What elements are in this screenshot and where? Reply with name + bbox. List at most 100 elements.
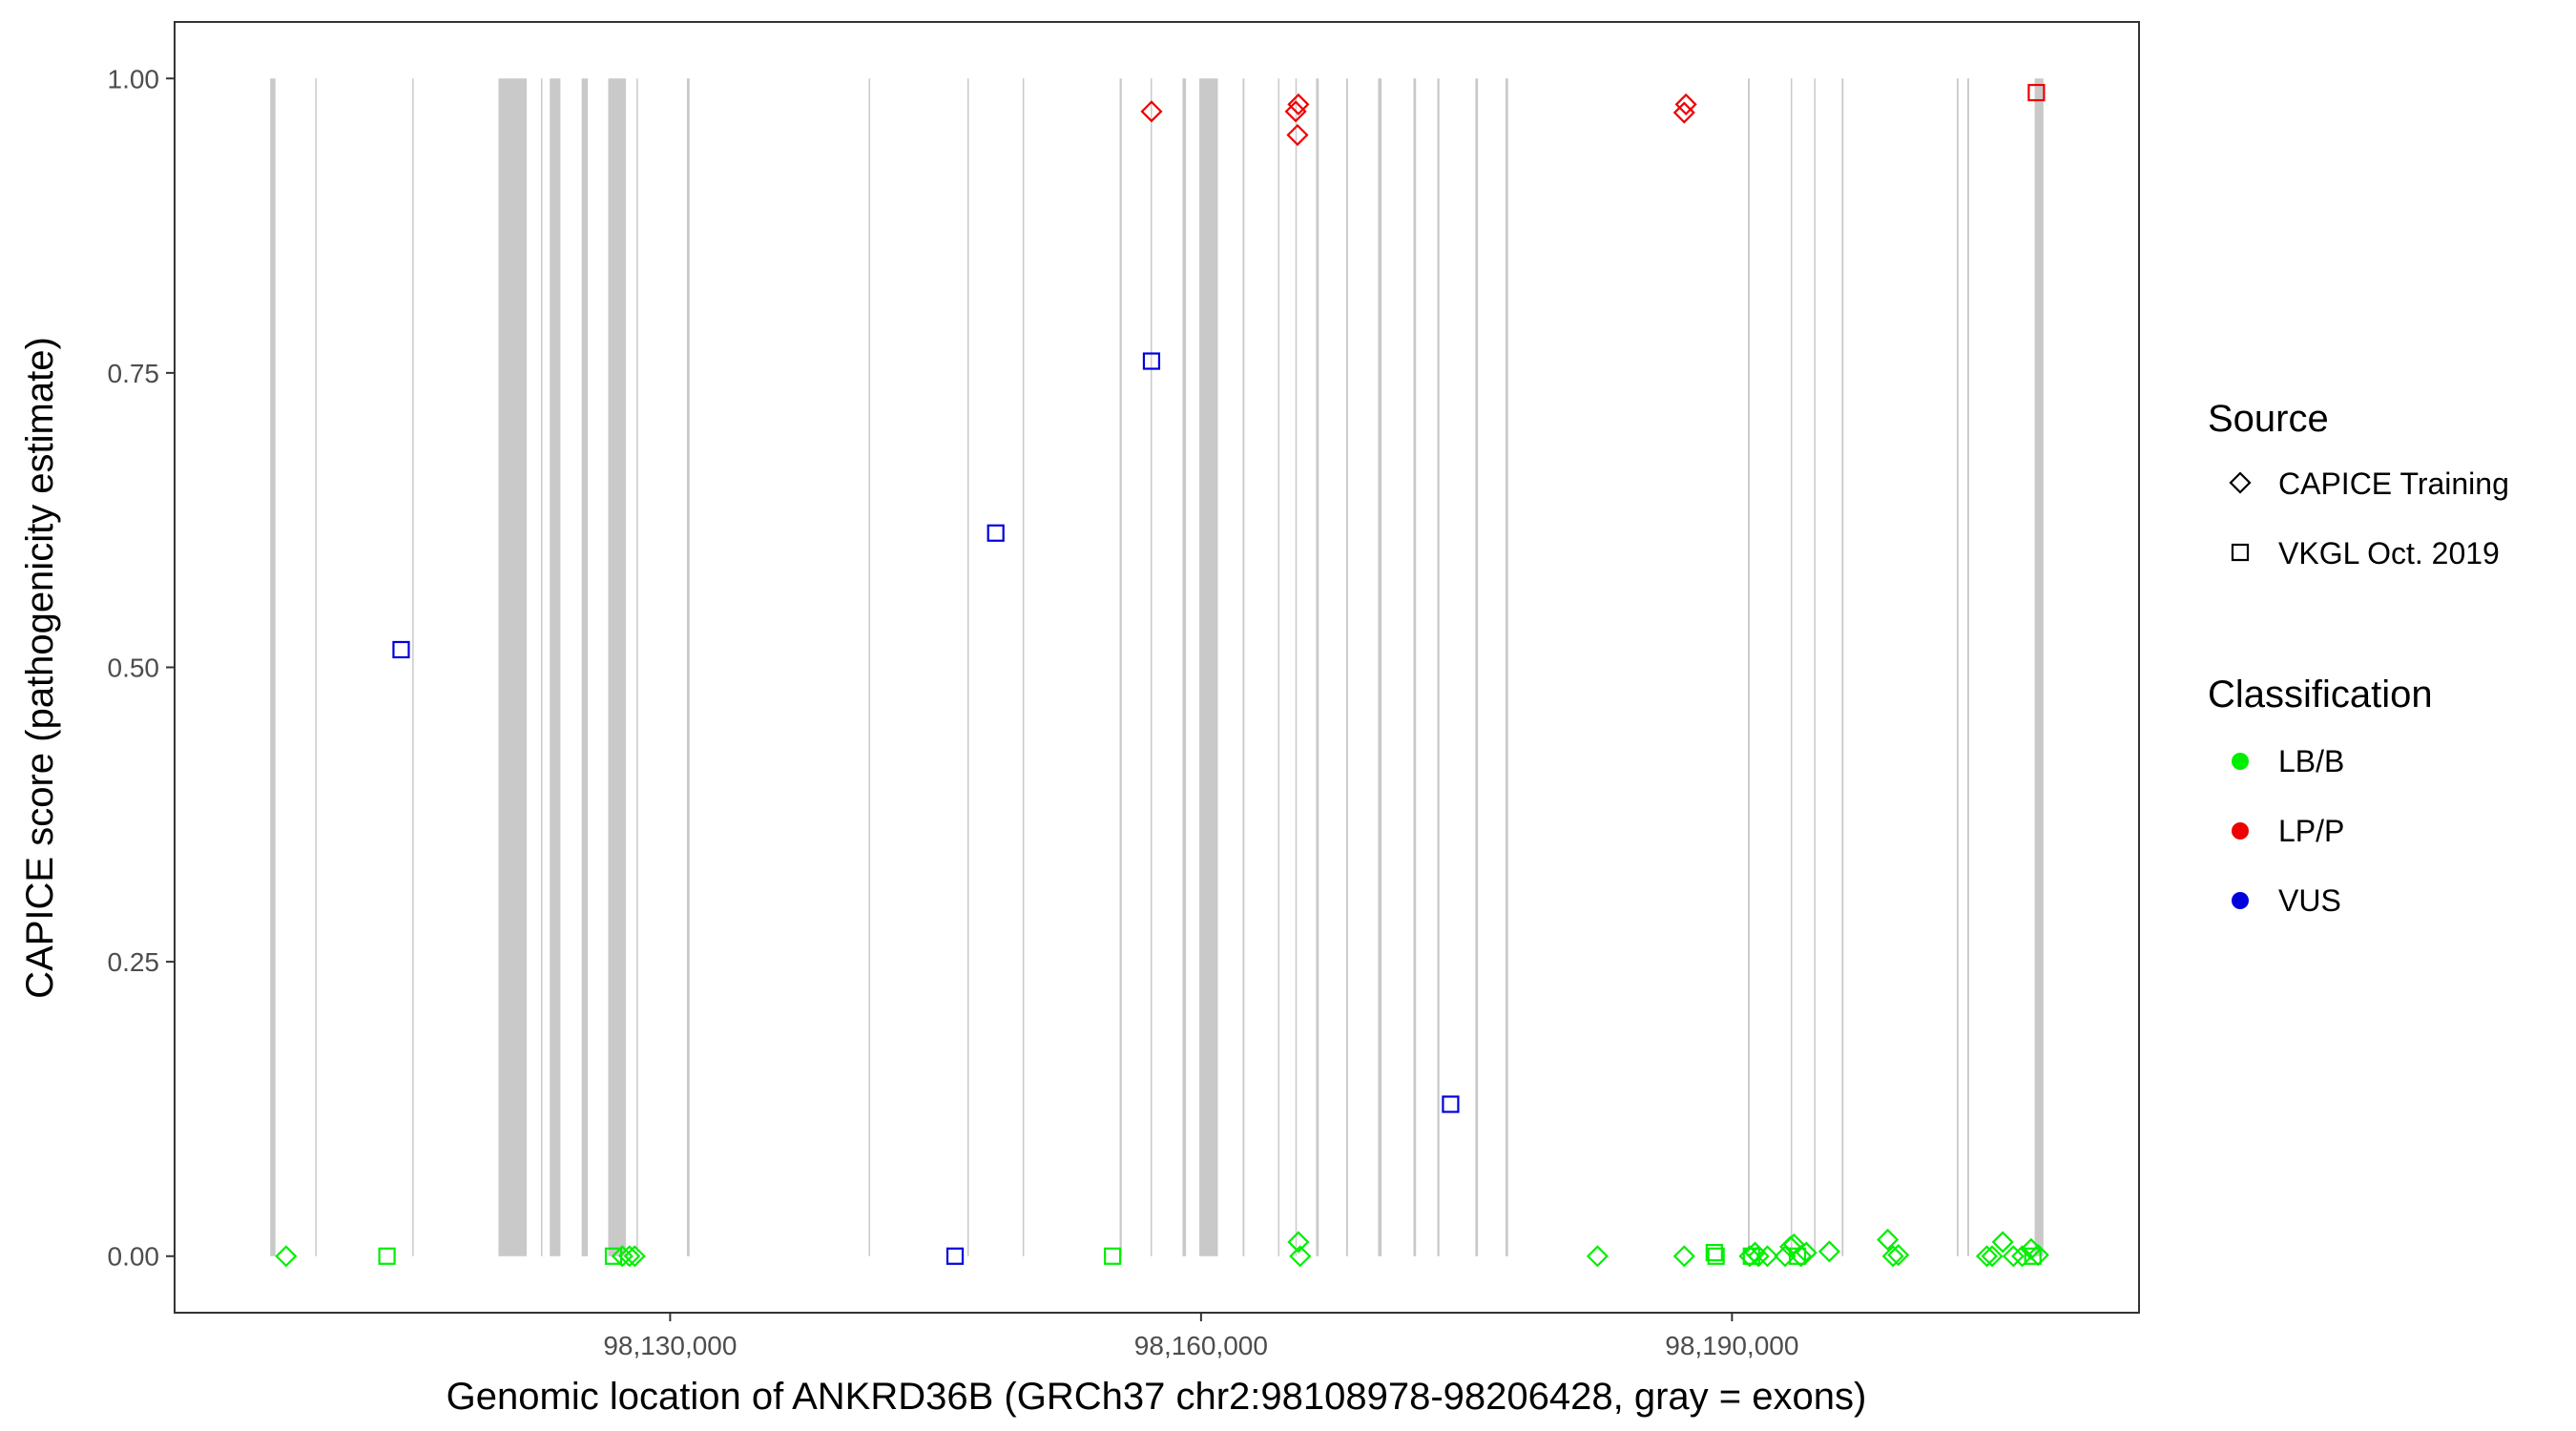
data-point-diamond — [1287, 93, 1310, 115]
exon-band — [412, 78, 414, 1256]
data-point-diamond — [1877, 1228, 1900, 1252]
data-point-diamond — [1672, 101, 1695, 124]
data-point-diamond — [1782, 1233, 1805, 1255]
exon-band — [2034, 78, 2044, 1256]
data-point-square — [1442, 1095, 1460, 1113]
data-point-square — [987, 524, 1005, 542]
exon-band — [1316, 78, 1319, 1256]
data-point-diamond — [1991, 1231, 2014, 1254]
legend-source-title: Source — [2208, 398, 2329, 440]
exon-band — [636, 78, 638, 1256]
panel-border — [174, 21, 2140, 1314]
y-tick-label: 0.50 — [108, 653, 160, 683]
data-point-diamond — [623, 1245, 646, 1268]
x-tick-label: 98,160,000 — [1134, 1331, 1268, 1360]
data-point-diamond — [2011, 1245, 2034, 1268]
lpp-dot-icon — [2232, 822, 2249, 840]
data-point-square — [2027, 83, 2046, 102]
exon-band — [1437, 78, 1440, 1256]
legend-entry-lbb: LB/B — [2232, 744, 2344, 778]
exon-band — [1378, 78, 1382, 1256]
y-axis-title: CAPICE score (pathogenicity estimate) — [19, 337, 61, 999]
legend-label-capice-training: CAPICE Training — [2278, 467, 2509, 501]
exon-band — [1814, 78, 1816, 1256]
data-point-square — [1705, 1243, 1723, 1262]
y-tick-label: 0.25 — [108, 947, 160, 977]
data-point-diamond — [1284, 100, 1307, 123]
data-point-diamond — [1586, 1245, 1609, 1268]
x-axis-title: Genomic location of ANKRD36B (GRCh37 chr… — [447, 1376, 1867, 1418]
exon-band — [581, 78, 589, 1256]
data-point-diamond — [1881, 1245, 1904, 1268]
exon-band — [1119, 78, 1122, 1256]
data-point-diamond — [1975, 1245, 1999, 1268]
legend-label-lbb: LB/B — [2278, 744, 2344, 778]
exon-bands — [270, 78, 2044, 1256]
legend: Source CAPICE Training VKGL Oct. 2019 Cl… — [2208, 398, 2509, 918]
exon-band — [1748, 78, 1750, 1256]
x-tick-label: 98,130,000 — [603, 1331, 737, 1360]
exon-band — [1242, 78, 1245, 1256]
data-point-diamond — [1887, 1243, 1910, 1267]
data-point-diamond — [1755, 1245, 1779, 1268]
exon-band — [608, 78, 627, 1256]
exon-band — [1022, 78, 1025, 1256]
data-point-diamond — [1286, 123, 1309, 147]
exon-band — [687, 78, 690, 1256]
exon-band — [1151, 78, 1153, 1256]
data-point-diamond — [1790, 1245, 1813, 1268]
data-point-diamond — [1287, 1231, 1310, 1254]
exon-band — [1182, 78, 1187, 1256]
legend-entry-vus: VUS — [2232, 883, 2341, 918]
data-point-diamond — [275, 1245, 298, 1268]
exon-band — [1475, 78, 1479, 1256]
x-axis: 98,130,000 98,160,000 98,190,000 — [603, 1313, 1798, 1360]
y-tick-label: 0.75 — [108, 359, 160, 388]
data-point-diamond — [1674, 93, 1697, 115]
data-point-square — [1142, 352, 1161, 370]
data-point-diamond — [1818, 1240, 1840, 1263]
data-point-diamond — [2002, 1245, 2025, 1268]
exon-band — [1345, 78, 1348, 1256]
data-point-diamond — [1672, 1245, 1695, 1268]
data-point-diamond — [1774, 1245, 1797, 1268]
exon-band — [1505, 78, 1508, 1256]
exon-band — [1413, 78, 1417, 1256]
data-point-square — [392, 640, 410, 659]
exon-band — [1295, 78, 1298, 1256]
exon-band — [1199, 78, 1218, 1256]
legend-label-lpp: LP/P — [2278, 814, 2344, 848]
legend-class-title: Classification — [2208, 674, 2433, 716]
data-point-diamond — [1981, 1245, 2004, 1268]
legend-entry-capice-training: CAPICE Training — [2229, 467, 2509, 501]
y-tick-label: 0.00 — [108, 1242, 160, 1272]
vus-dot-icon — [2232, 892, 2249, 909]
legend-entry-vkgl: VKGL Oct. 2019 — [2231, 536, 2500, 570]
data-point-square — [1707, 1247, 1725, 1265]
data-point-square — [378, 1247, 396, 1265]
exon-band — [1956, 78, 1959, 1256]
data-point-diamond — [1140, 100, 1163, 123]
data-points — [275, 83, 2049, 1268]
legend-label-vkgl: VKGL Oct. 2019 — [2278, 536, 2500, 570]
exon-band — [868, 78, 871, 1256]
data-point-diamond — [1747, 1245, 1770, 1268]
data-point-square — [1788, 1247, 1807, 1265]
y-tick-label: 1.00 — [108, 64, 160, 93]
exon-band — [1278, 78, 1280, 1256]
data-point-square — [1742, 1247, 1760, 1265]
diamond-key-icon — [2229, 471, 2252, 494]
x-tick-label: 98,190,000 — [1665, 1331, 1798, 1360]
exon-band — [270, 78, 276, 1256]
exon-band — [1841, 78, 1844, 1256]
data-point-square — [2024, 1247, 2042, 1265]
legend-entry-lpp: LP/P — [2232, 814, 2344, 848]
y-axis: 0.00 0.25 0.50 0.75 1.00 — [108, 64, 175, 1272]
exon-band — [1790, 78, 1793, 1256]
square-key-icon — [2231, 543, 2250, 562]
exon-band — [550, 78, 561, 1256]
exon-band — [540, 78, 543, 1256]
lbb-dot-icon — [2232, 753, 2249, 770]
data-point-diamond — [618, 1245, 641, 1268]
